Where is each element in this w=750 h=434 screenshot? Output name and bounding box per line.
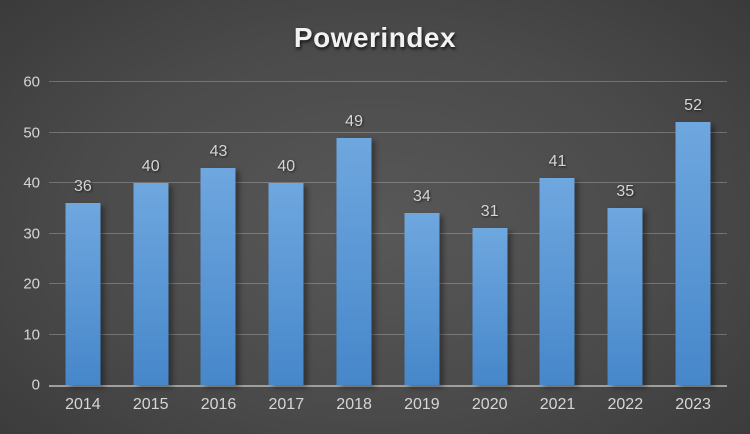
bar-2019 xyxy=(404,213,440,385)
y-tick-label-30: 30 xyxy=(23,225,40,242)
gridline-y-40 xyxy=(49,182,727,183)
y-tick-label-10: 10 xyxy=(23,326,40,343)
bar-cell-2014: 36 xyxy=(49,82,117,385)
x-tick-label-2016: 2016 xyxy=(200,396,237,413)
bar-value-label-2016: 43 xyxy=(209,142,228,160)
bar-2018 xyxy=(336,137,372,385)
bar-value-label-2019: 34 xyxy=(412,188,431,206)
x-tick-label-2020: 2020 xyxy=(471,396,508,413)
bar-cell-2017: 40 xyxy=(252,82,320,385)
y-tick-label-0: 0 xyxy=(31,376,40,394)
bar-cell-2019: 34 xyxy=(388,82,456,385)
x-tick-label-2015: 2015 xyxy=(132,396,169,413)
bar-cell-2018: 49 xyxy=(320,82,388,385)
bar-2021 xyxy=(539,177,575,385)
bar-cell-2021: 41 xyxy=(524,82,592,385)
bar-cell-2015: 40 xyxy=(117,82,185,385)
bar-value-label-2018: 49 xyxy=(345,112,363,130)
chart-title: Powerindex xyxy=(293,22,457,53)
gridline-y-10 xyxy=(49,333,727,335)
gridline-y-50 xyxy=(49,131,727,133)
bar-2016 xyxy=(200,167,236,385)
bar-value-label-2023: 52 xyxy=(684,97,702,115)
y-tick-label-50: 50 xyxy=(23,124,40,141)
bar-2014 xyxy=(65,203,101,385)
bar-2022 xyxy=(607,208,643,385)
x-tick-label-2018: 2018 xyxy=(336,396,372,413)
y-tick-label-60: 60 xyxy=(23,73,40,91)
bar-value-label-2017: 40 xyxy=(277,158,296,176)
bar-value-label-2022: 35 xyxy=(616,183,635,201)
x-tick-label-2017: 2017 xyxy=(268,396,305,413)
x-tick-label-2021: 2021 xyxy=(539,396,576,413)
gridline-y-30 xyxy=(49,232,727,234)
bar-cell-2016: 43 xyxy=(185,82,253,385)
bar-2017 xyxy=(268,183,304,385)
x-tick-label-2019: 2019 xyxy=(404,396,440,413)
bar-cell-2023: 52 xyxy=(659,82,727,385)
bar-cell-2020: 31 xyxy=(456,82,524,385)
bar-2023 xyxy=(675,122,711,385)
gridline-y-20 xyxy=(49,283,727,284)
bar-value-label-2020: 31 xyxy=(480,203,499,221)
x-tick-label-2014: 2014 xyxy=(65,396,101,413)
x-tick-label-2022: 2022 xyxy=(607,396,644,413)
bar-2020 xyxy=(472,228,508,385)
y-tick-label-20: 20 xyxy=(23,275,40,293)
bar-value-label-2015: 40 xyxy=(141,158,160,176)
bar-value-label-2014: 36 xyxy=(73,178,92,196)
bar-2015 xyxy=(133,183,169,385)
gridline-y-60 xyxy=(49,81,727,82)
y-tick-label-40: 40 xyxy=(23,174,40,192)
plot-area: 36 40 43 40 49 34 31 41 35 52 xyxy=(49,81,727,387)
y-axis: 0 10 20 30 40 50 60 xyxy=(0,74,40,394)
bar-value-label-2021: 41 xyxy=(548,152,567,170)
bar-cell-2022: 35 xyxy=(591,82,659,385)
x-axis: 2014 2015 2016 2017 2018 2019 2020 2021 2022 2023 xyxy=(49,392,727,420)
x-tick-label-2023: 2023 xyxy=(675,396,711,413)
